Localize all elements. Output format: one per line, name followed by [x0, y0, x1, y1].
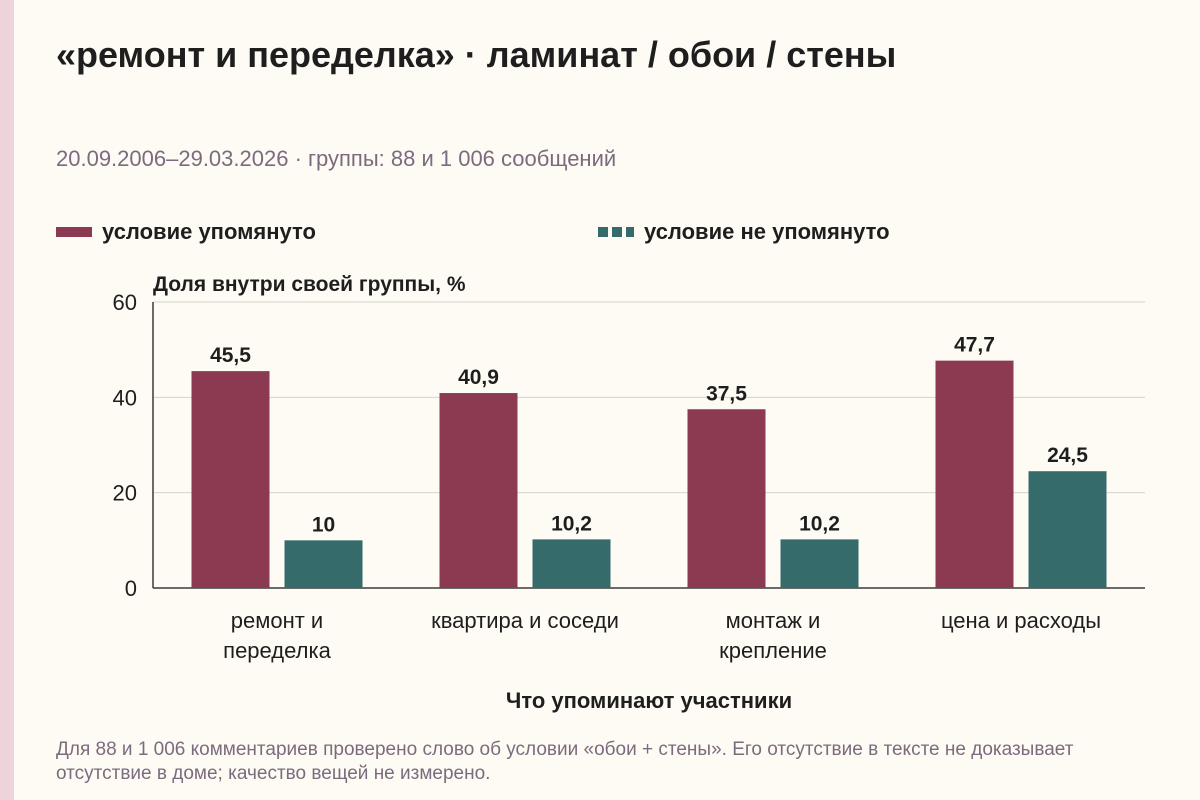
bar [935, 360, 1014, 588]
y-tick-label: 0 [125, 576, 137, 601]
y-tick-label: 60 [113, 290, 137, 315]
data-label: 10,2 [799, 512, 840, 535]
bar [284, 540, 363, 588]
y-tick-label: 20 [113, 481, 137, 506]
legend-label-mentioned: условие упомянуто [102, 219, 316, 244]
x-tick-label: цена и расходы [941, 608, 1101, 633]
legend-item-mentioned: условие упомянуто [56, 219, 316, 245]
data-label: 37,5 [706, 382, 747, 405]
legend-item-not-mentioned: условие не упомянуто [598, 219, 890, 245]
x-axis-label: Что упоминают участники [506, 688, 792, 713]
legend-label-not-mentioned: условие не упомянуто [644, 219, 890, 244]
legend-swatch-not-mentioned [598, 227, 634, 237]
bar [532, 539, 611, 588]
data-label: 40,9 [458, 366, 499, 389]
x-tick-label: квартира и соседи [431, 608, 619, 633]
y-axis-label: Доля внутри своей группы, % [153, 273, 466, 296]
x-tick-label: монтаж и [726, 608, 821, 633]
bar [439, 393, 518, 588]
x-tick-label: ремонт и [231, 608, 323, 633]
legend-swatch-mentioned [56, 227, 92, 237]
bar [191, 371, 270, 588]
y-tick-label: 40 [113, 385, 137, 410]
x-tick-label: переделка [223, 638, 331, 663]
data-label: 47,7 [954, 334, 995, 357]
left-accent-strip [0, 0, 14, 800]
data-label: 10 [312, 513, 335, 536]
data-label: 45,5 [210, 344, 251, 367]
x-tick-label: крепление [719, 638, 827, 663]
chart-title: «ремонт и переделка» · ламинат / обои / … [56, 34, 897, 75]
bar [687, 409, 766, 588]
bar [780, 539, 859, 588]
bar [1028, 471, 1107, 588]
data-label: 10,2 [551, 512, 592, 535]
chart-subtitle: 20.09.2006–29.03.2026 · группы: 88 и 1 0… [56, 146, 617, 171]
data-label: 24,5 [1047, 444, 1088, 467]
footnote: Для 88 и 1 006 комментариев проверено сл… [56, 739, 1074, 784]
